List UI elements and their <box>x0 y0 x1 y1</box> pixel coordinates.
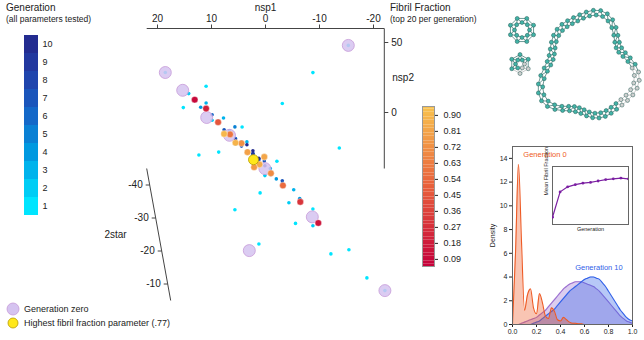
svg-text:7: 7 <box>43 93 48 103</box>
svg-text:20: 20 <box>152 13 164 24</box>
svg-text:5: 5 <box>43 129 48 139</box>
svg-text:1.0: 1.0 <box>628 328 638 335</box>
svg-text:0.18: 0.18 <box>444 238 462 248</box>
svg-text:2star: 2star <box>104 229 127 240</box>
svg-text:0.4: 0.4 <box>556 328 566 335</box>
html-text:Generation: Generation <box>6 2 56 13</box>
svg-text:6: 6 <box>504 250 508 257</box>
svg-text:Generation 10: Generation 10 <box>575 263 623 272</box>
svg-text:14: 14 <box>500 155 508 162</box>
svg-text:Generation: Generation <box>577 226 604 232</box>
svg-text:0.45: 0.45 <box>444 190 462 200</box>
svg-text:0: 0 <box>263 13 269 24</box>
html-text:Fibril Fraction: Fibril Fraction <box>390 2 451 13</box>
svg-text:Generation 0: Generation 0 <box>523 150 567 160</box>
svg-text:10: 10 <box>206 13 218 24</box>
svg-text:Mean Fibril Fraction: Mean Fibril Fraction <box>543 147 549 196</box>
svg-text:10: 10 <box>500 202 508 209</box>
svg-text:0.0: 0.0 <box>508 328 518 335</box>
svg-text:0.36: 0.36 <box>444 206 462 216</box>
svg-text:-30: -30 <box>134 212 149 223</box>
svg-text:0.63: 0.63 <box>444 158 462 168</box>
svg-text:-10: -10 <box>146 278 161 289</box>
svg-text:10: 10 <box>43 39 53 49</box>
svg-text:-40: -40 <box>128 179 143 190</box>
svg-text:50: 50 <box>391 37 403 48</box>
svg-text:9: 9 <box>43 57 48 67</box>
html-text:(all parameters tested): (all parameters tested) <box>6 14 91 24</box>
svg-text:0.09: 0.09 <box>444 254 462 264</box>
svg-text:Density: Density <box>489 223 497 247</box>
svg-text:0.8: 0.8 <box>604 328 614 335</box>
svg-text:nsp2: nsp2 <box>392 72 414 83</box>
svg-text:0.81: 0.81 <box>444 126 462 136</box>
html-text:Highest fibril fraction parame: Highest fibril fraction parameter (.77) <box>24 318 171 328</box>
svg-text:-20: -20 <box>140 245 155 256</box>
svg-text:nsp1: nsp1 <box>255 2 277 13</box>
html-text:(top 20 per generation): (top 20 per generation) <box>390 14 477 24</box>
svg-text:-20: -20 <box>366 13 381 24</box>
svg-text:0.90: 0.90 <box>444 110 462 120</box>
svg-text:0.2: 0.2 <box>532 328 542 335</box>
svg-text:12: 12 <box>500 178 508 185</box>
svg-text:8: 8 <box>504 226 508 233</box>
svg-text:2: 2 <box>504 297 508 304</box>
svg-text:0.27: 0.27 <box>444 222 462 232</box>
svg-text:6: 6 <box>43 111 48 121</box>
svg-text:0: 0 <box>391 107 397 118</box>
svg-text:8: 8 <box>43 75 48 85</box>
svg-text:0: 0 <box>504 321 508 328</box>
svg-text:2: 2 <box>43 183 48 193</box>
svg-text:0.54: 0.54 <box>444 174 462 184</box>
svg-text:4: 4 <box>504 273 508 280</box>
svg-text:0.6: 0.6 <box>580 328 590 335</box>
html-text:Generation zero: Generation zero <box>24 304 89 314</box>
svg-text:0.72: 0.72 <box>444 142 462 152</box>
svg-text:1: 1 <box>43 201 48 211</box>
svg-text:3: 3 <box>43 165 48 175</box>
svg-text:-10: -10 <box>312 13 327 24</box>
svg-text:4: 4 <box>43 147 48 157</box>
